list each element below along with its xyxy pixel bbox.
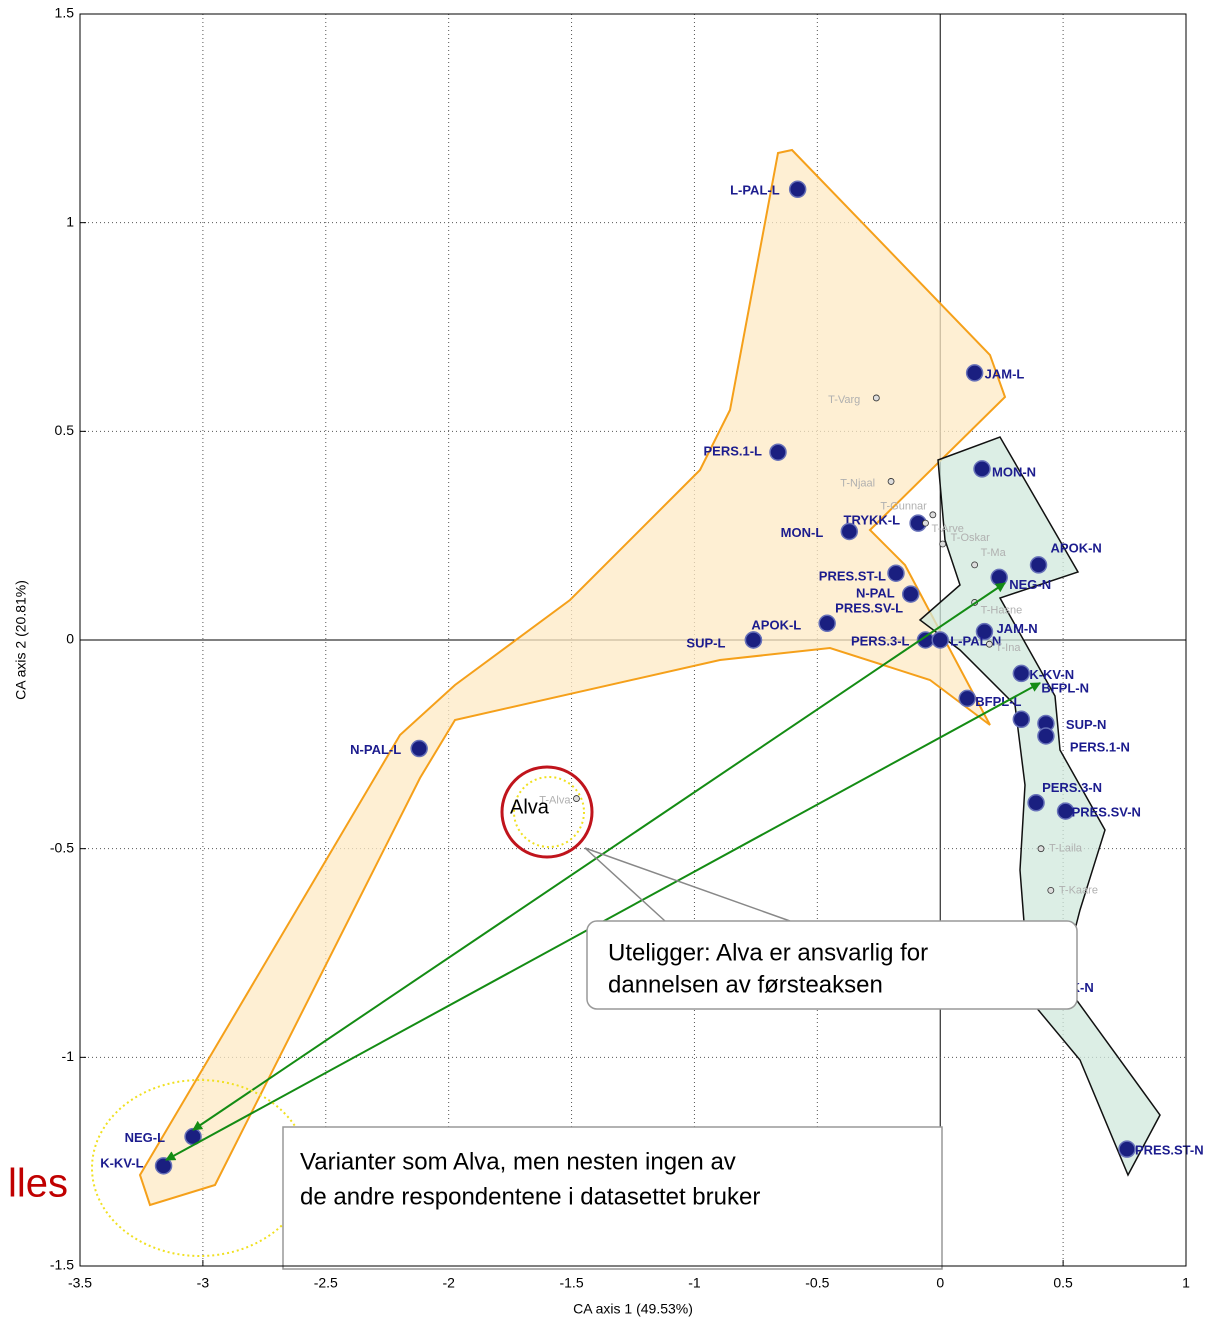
point-label: T-Kaare [1059, 884, 1098, 896]
point [901, 585, 920, 603]
annotation: dannelsen av førsteaksen [608, 971, 883, 998]
point [1047, 887, 1055, 894]
point-label: JAM-L [985, 366, 1025, 381]
point-label: T-Hasne [981, 604, 1023, 616]
x-tick-label: -3 [197, 1275, 210, 1291]
x-tick-label: -0.5 [805, 1275, 829, 1291]
point-label: SUP-L [686, 635, 725, 650]
x-tick-label: -2.5 [314, 1275, 338, 1291]
point [887, 478, 895, 485]
point [985, 640, 993, 648]
point [818, 614, 836, 633]
point-label: BFPL-N [1041, 681, 1089, 696]
point [872, 394, 880, 402]
point-label: T-Ma [981, 547, 1007, 559]
point [1027, 794, 1045, 812]
hull-l [138, 148, 1007, 1207]
point [769, 443, 787, 461]
point-label: PRES.ST-N [1135, 1143, 1204, 1158]
x-axis-label: CA axis 1 (49.53%) [573, 1301, 693, 1317]
point [840, 522, 859, 541]
x-tick-label: -3.5 [68, 1275, 92, 1291]
point [744, 631, 763, 649]
point-label: MON-N [992, 464, 1036, 479]
x-tick-label: -1.5 [559, 1275, 583, 1291]
point [1012, 710, 1031, 729]
point [1037, 845, 1045, 853]
point-label: APOK-N [1051, 540, 1102, 555]
point-label: T-Oskar [951, 532, 990, 544]
point [1037, 727, 1055, 745]
point [887, 564, 905, 582]
point-label: K-KV-N [1029, 667, 1074, 682]
x-tick-label: 0 [936, 1275, 944, 1291]
point [931, 631, 949, 649]
point [154, 1157, 173, 1175]
point [958, 689, 977, 708]
annotation: Alva [510, 796, 550, 818]
point-label: L-PAL-N [950, 633, 1001, 648]
point-label: T-Ina [995, 642, 1021, 654]
y-tick-label: 0 [66, 631, 74, 647]
point-label: T-Laila [1049, 843, 1083, 855]
plot-frame [79, 13, 1187, 1267]
callout [586, 920, 1078, 1010]
point-label: PRES.SV-N [1072, 805, 1141, 820]
point-label: L-PAL-L [730, 183, 780, 198]
y-tick-label: -1.5 [50, 1257, 74, 1273]
point [788, 180, 807, 199]
x-tick-label: 0.5 [1053, 1275, 1073, 1291]
y-axis-label: CA axis 2 (20.81%) [13, 580, 29, 700]
point [1029, 556, 1048, 574]
point [973, 460, 991, 478]
point [1118, 1140, 1136, 1158]
x-tick-label: -1 [688, 1275, 701, 1291]
highlight-circle [500, 765, 594, 859]
point-label: JAM-N [996, 621, 1037, 636]
annotation: de andre respondentene i datasettet bruk… [300, 1183, 760, 1210]
point [971, 561, 979, 569]
point [922, 519, 929, 527]
point-label: N-PAL [856, 586, 895, 601]
callout-pointer [584, 847, 791, 922]
y-tick-label: -0.5 [50, 839, 74, 855]
x-tick-label: -2 [442, 1275, 455, 1291]
y-tick-label: 0.5 [55, 422, 75, 438]
point [1012, 664, 1031, 683]
point-label: PRES.ST-L [819, 569, 886, 584]
point-label: SUP-N [1066, 717, 1106, 732]
annotation: lles [8, 1162, 68, 1206]
highlight-dots [513, 776, 585, 848]
y-tick-label: 1.5 [55, 5, 75, 21]
x-tick-label: 1 [1182, 1275, 1190, 1291]
point [939, 540, 947, 548]
point-label: T-Arve [931, 523, 963, 535]
point [573, 795, 580, 802]
y-tick-label: -1 [62, 1048, 75, 1064]
callout [282, 1126, 943, 1270]
point-label: NEG-N [1009, 577, 1051, 592]
point-label: PRES.SV-L [835, 601, 903, 616]
point-label: K-KV-L [100, 1155, 143, 1170]
annotation: Uteligger: Alva er ansvarlig for [608, 939, 928, 966]
y-tick-label: 1 [66, 213, 74, 229]
point [929, 511, 937, 519]
point-label: N-PAL-L [350, 742, 401, 757]
point [1056, 802, 1075, 820]
point-label: APOK-L [751, 617, 801, 632]
point-label: T-Varg [828, 394, 860, 406]
point-label: T-Gunnar [880, 501, 927, 513]
point-label: TRYKK-L [844, 513, 901, 528]
point-label: PERS.3-N [1042, 780, 1102, 795]
point-label: T-Njaal [840, 477, 875, 489]
point [410, 739, 428, 758]
point-label: PERS.1-L [703, 444, 762, 459]
point-label: PERS.3-L [851, 633, 910, 648]
point [965, 364, 984, 382]
point-label: NEG-L [125, 1130, 166, 1145]
point-label: PERS.1-N [1070, 739, 1130, 754]
annotation: Varianter som Alva, men nesten ingen av [300, 1148, 736, 1175]
point-label: MON-L [781, 525, 824, 540]
